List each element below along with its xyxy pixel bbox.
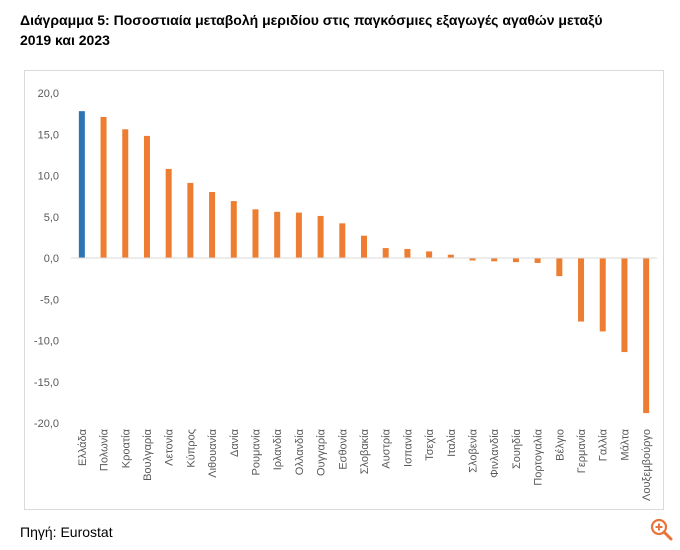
x-tick-label: Κροατία [120,428,132,468]
bar [426,251,433,258]
bar [252,209,259,258]
bar [469,258,476,261]
zoom-in-icon[interactable] [648,516,674,542]
bar [361,235,367,258]
x-tick-label: Ολλανδία [294,428,306,475]
bar [165,168,172,258]
x-tick-label: Μάλτα [619,428,631,460]
bar [599,258,606,332]
chart-title: Διάγραμμα 5: Ποσοστιαία μεταβολή μεριδίο… [20,12,603,48]
x-tick-label: Λουξεμβούργο [641,429,653,501]
bar [78,111,85,259]
y-tick-label: -20,0 [34,418,59,430]
y-tick-label: 5,0 [44,212,59,224]
bar [274,211,281,258]
bar [556,258,563,277]
bar [621,258,628,353]
y-tick-label: -5,0 [40,294,59,306]
bar [578,258,585,322]
y-tick-label: -15,0 [34,377,59,389]
x-tick-label: Ισπανία [402,428,414,467]
x-tick-label: Ρουμανία [250,428,262,475]
x-tick-label: Αυστρία [381,428,393,468]
x-tick-label: Βουλγαρία [142,428,154,481]
x-tick-label: Πορτογαλία [533,428,545,485]
x-tick-label: Γαλλία [598,428,610,461]
y-tick-label: 0,0 [44,253,59,265]
bar [382,248,389,258]
bar [100,116,107,258]
bar [534,258,541,263]
x-tick-label: Σλοβενία [468,428,480,472]
bar [209,192,216,258]
x-tick-label: Ελλάδα [77,428,89,466]
bar [404,248,411,258]
bar [447,254,454,258]
x-tick-label: Φινλανδία [489,428,501,477]
x-tick-label: Εσθονία [337,428,349,469]
bar [317,215,324,258]
bar [230,201,237,258]
bar [143,135,150,258]
x-tick-label: Ιταλία [446,428,458,457]
x-tick-label: Σλοβακία [359,428,371,474]
x-tick-label: Γερμανία [576,428,588,473]
y-tick-label: 20,0 [38,88,59,100]
x-tick-label: Δανία [229,428,241,457]
x-tick-label: Τσεχία [424,428,436,460]
x-tick-label: Λετονία [164,428,176,466]
x-tick-label: Ιρλανδία [272,428,284,470]
y-tick-label: 15,0 [38,129,59,141]
bar [643,258,650,414]
x-tick-label: Λιθουανία [207,428,219,477]
bar [122,129,129,258]
bar [187,182,194,258]
bar [295,212,302,258]
bar [339,223,346,258]
y-tick-label: -10,0 [34,336,59,348]
bar [512,258,519,263]
source-note: Πηγή: Eurostat [20,524,113,540]
x-tick-label: Πολωνία [99,428,111,471]
y-tick-label: 10,0 [38,171,59,183]
x-tick-label: Κύπρος [185,429,197,468]
bar-chart: 20,0 15,0 10,0 5,0 0,0 -5,0 -10,0 -15,0 -20,0 Ελλ… [34,88,657,501]
bar [491,258,498,262]
x-tick-label: Βέλγιο [554,429,566,461]
x-tick-label: Σουηδία [511,428,523,469]
x-tick-label: Ουγγαρία [316,428,328,476]
chart-area: 20,0 15,0 10,0 5,0 0,0 -5,0 -10,0 -15,0 -20,0 Ελλ… [24,70,664,510]
